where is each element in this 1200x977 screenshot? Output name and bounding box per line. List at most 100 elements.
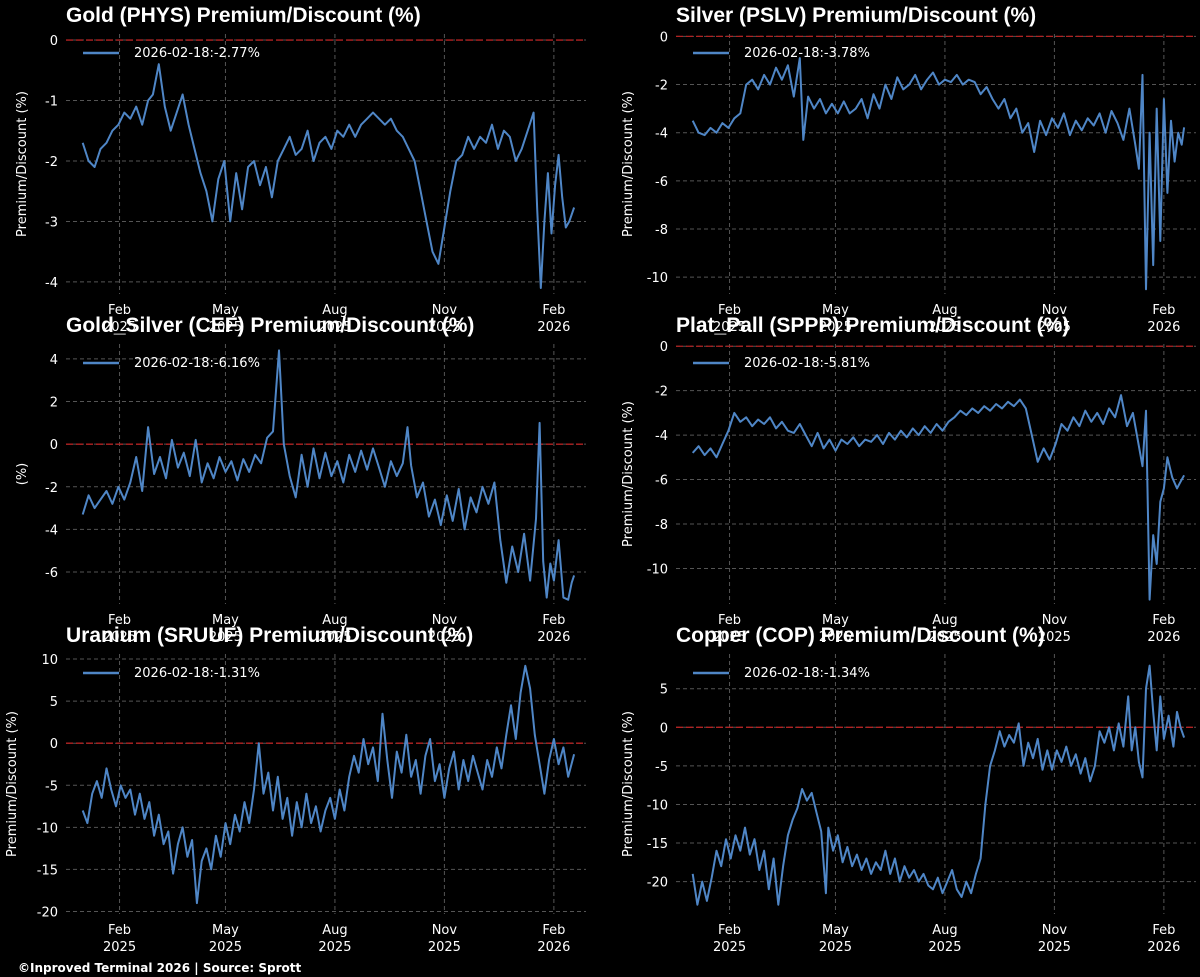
x-tick-label: 2026	[537, 940, 570, 955]
y-tick-label: -6	[655, 474, 668, 489]
chart-1: 0 -2 -4 -6 -8 -10 Feb 2025 May 2025 Aug 2025 Nov 2025…	[621, 30, 1196, 335]
series-line	[81, 63, 576, 289]
y-tick-label: -4	[655, 127, 668, 142]
y-tick-label: -1	[45, 95, 58, 110]
x-tick-label: 2025	[318, 320, 351, 335]
x-tick-label: 2025	[713, 940, 746, 955]
x-tick-label: 2025	[428, 940, 461, 955]
y-tick-label: -2	[655, 385, 668, 400]
x-tick-label: 2026	[537, 320, 570, 335]
x-tick-label: 2025	[209, 320, 242, 335]
y-tick-label: 5	[660, 683, 668, 698]
y-tick-label: 0	[660, 30, 668, 45]
y-tick-label: 5	[50, 695, 58, 710]
x-tick-label: 2025	[819, 940, 852, 955]
x-tick-label: 2025	[1038, 940, 1071, 955]
legend-label: 2026-02-18:-1.31%	[134, 666, 260, 681]
x-tick-label: Aug	[932, 613, 957, 628]
y-tick-label: -6	[45, 566, 58, 581]
footer-credit: ©Inproved Terminal 2026 | Source: Sprott	[18, 961, 302, 975]
chart-title: Silver (PSLV) Premium/Discount (%)	[676, 4, 1037, 27]
y-tick-label: -8	[655, 518, 668, 533]
x-tick-label: Feb	[542, 303, 565, 318]
x-tick-label: Feb	[542, 923, 565, 938]
y-tick-label: -20	[647, 876, 668, 891]
y-tick-label: -5	[45, 779, 58, 794]
chart-panel-uranium: Uranium (SRUUF) Premium/Discount (%)	[66, 624, 586, 924]
y-tick-label: -8	[655, 223, 668, 238]
x-tick-label: May	[822, 923, 849, 938]
x-tick-label: 2026	[537, 630, 570, 645]
x-tick-label: 2025	[928, 940, 961, 955]
y-tick-label: -5	[655, 760, 668, 775]
x-tick-label: 2025	[209, 630, 242, 645]
chart-panel-copper: Copper (COP) Premium/Discount (%)	[676, 624, 1196, 924]
x-tick-label: Feb	[1152, 303, 1175, 318]
x-tick-label: Aug	[322, 613, 347, 628]
chart-title: Plat_Pall (SPPP) Premium/Discount (%)	[676, 314, 1070, 337]
x-tick-label: Feb	[108, 613, 131, 628]
x-tick-label: 2025	[1038, 320, 1071, 335]
chart-3: 0 -2 -4 -6 -8 -10 Feb 2025 May 2025 Aug 2025 Nov 2025…	[621, 340, 1196, 645]
chart-panel-plat-pall: Plat_Pall (SPPP) Premium/Discount (%)	[676, 314, 1196, 614]
x-tick-label: Nov	[1042, 613, 1068, 628]
chart-5: 5 0 -5 -10 -15 -20 Feb 2025 May 2025 Aug 2025 Nov 202…	[621, 654, 1196, 955]
y-tick-label: 10	[41, 653, 58, 668]
y-axis-label: Premium/Discount (%)	[621, 401, 636, 547]
series-line	[691, 664, 1186, 906]
legend-label: 2026-02-18:-5.81%	[744, 356, 870, 371]
y-tick-label: -2	[45, 155, 58, 170]
x-tick-label: 2025	[928, 320, 961, 335]
x-tick-label: 2025	[318, 940, 351, 955]
y-tick-label: -10	[647, 562, 668, 577]
x-tick-label: 2025	[819, 630, 852, 645]
x-tick-label: May	[212, 303, 239, 318]
chart-panel-silver: Silver (PSLV) Premium/Discount (%)	[676, 4, 1196, 304]
x-tick-label: 2025	[209, 940, 242, 955]
x-tick-label: Feb	[542, 613, 565, 628]
y-tick-label: 0	[660, 340, 668, 355]
legend-label: 2026-02-18:-6.16%	[134, 356, 260, 371]
series-line	[691, 394, 1185, 601]
chart-title: Gold_Silver (CEF) Premium/Discount (%)	[66, 314, 475, 337]
x-tick-label: Feb	[1152, 923, 1175, 938]
y-tick-label: 0	[50, 438, 58, 453]
chart-title: Gold (PHYS) Premium/Discount (%)	[66, 4, 421, 27]
x-tick-label: 2025	[428, 630, 461, 645]
x-tick-label: 2025	[103, 630, 136, 645]
chart-0: 0 -1 -2 -3 -4 Feb 2025 May 2025 Aug 2025 Nov 2025 Feb…	[15, 34, 586, 335]
x-tick-label: Aug	[932, 303, 957, 318]
chart-4: 10 5 0 -5 -10 -15 -20 Feb 2025 May 2025 Aug 2025 Nov 2…	[5, 653, 586, 955]
y-axis-label: Premium/Discount (%)	[15, 91, 30, 237]
chart-panel-gold-silver: Gold_Silver (CEF) Premium/Discount (%)	[66, 314, 586, 614]
x-tick-label: May	[212, 613, 239, 628]
legend-label: 2026-02-18:-2.77%	[134, 46, 260, 61]
x-tick-label: 2026	[1147, 320, 1180, 335]
x-tick-label: Feb	[718, 923, 741, 938]
y-axis-label: Premium/Discount (%)	[621, 91, 636, 237]
x-tick-label: Nov	[432, 923, 458, 938]
x-tick-label: 2025	[819, 320, 852, 335]
y-tick-label: -4	[45, 276, 58, 291]
legend-label: 2026-02-18:-1.34%	[744, 666, 870, 681]
chart-title: Copper (COP) Premium/Discount (%)	[676, 624, 1045, 647]
x-tick-label: Feb	[108, 303, 131, 318]
x-tick-label: May	[822, 303, 849, 318]
x-tick-label: 2025	[928, 630, 961, 645]
y-tick-label: 0	[660, 721, 668, 736]
y-tick-label: 0	[50, 34, 58, 49]
x-tick-label: Feb	[718, 613, 741, 628]
y-tick-label: -6	[655, 175, 668, 190]
y-axis-label: (%)	[15, 463, 30, 486]
series-line	[691, 57, 1186, 291]
y-tick-label: -3	[45, 215, 58, 230]
y-axis-label: Premium/Discount (%)	[5, 711, 20, 857]
y-tick-label: -15	[647, 837, 668, 852]
y-tick-label: -4	[45, 523, 58, 538]
y-tick-label: -4	[655, 429, 668, 444]
legend-label: 2026-02-18:-3.78%	[744, 46, 870, 61]
x-tick-label: Nov	[432, 303, 458, 318]
x-tick-label: 2025	[1038, 630, 1071, 645]
y-tick-label: -10	[647, 798, 668, 813]
x-tick-label: Nov	[432, 613, 458, 628]
